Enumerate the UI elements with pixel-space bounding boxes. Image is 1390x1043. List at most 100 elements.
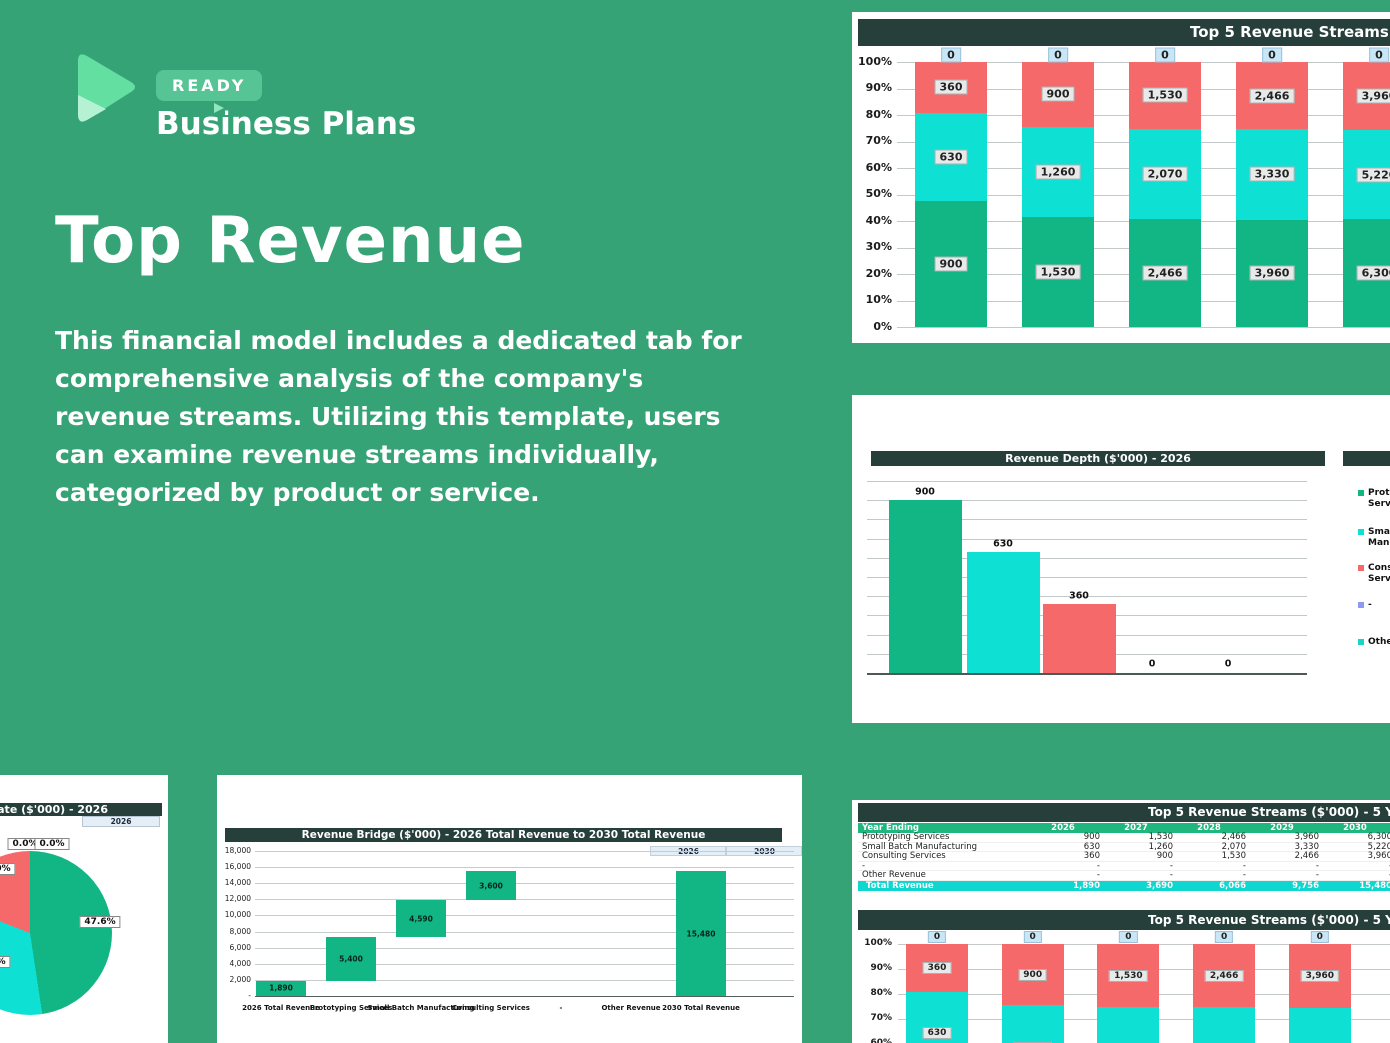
table-cell: 9,756: [1292, 880, 1319, 891]
legend-label: Consulting Services: [1368, 563, 1390, 584]
bar-value-label: 0: [1148, 658, 1156, 670]
y-axis-tick-label: 70%: [865, 134, 892, 148]
table-cell: 2,466: [1221, 832, 1246, 842]
waterfall-bar: [256, 980, 306, 996]
y-axis-tick-label: 0%: [873, 319, 892, 333]
waterfall-value-label: 15,480: [686, 929, 716, 939]
y-axis-tick-label: 12,000: [224, 894, 251, 904]
page-title: Top Revenue: [55, 204, 526, 278]
gridline: [867, 538, 1307, 540]
brand-play-icon: [78, 54, 135, 122]
table-cell: 1,890: [1073, 880, 1100, 891]
segment-value-label: 900: [1018, 968, 1048, 981]
y-axis-tick-label: 90%: [870, 963, 892, 974]
gridline: [255, 851, 794, 852]
gridline: [867, 557, 1307, 559]
top-zero-label: 0: [1155, 47, 1175, 63]
legend-label: Small Batch Manufacturing: [1368, 527, 1390, 548]
card-revenue-bridge: Revenue Bridge ($'000) - 2026 Total Reve…: [217, 775, 802, 1043]
y-axis-tick-label: 100%: [858, 54, 892, 68]
y-axis-tick-label: 8,000: [229, 926, 251, 936]
table-cell: -: [1096, 870, 1100, 880]
gridline: [255, 883, 794, 885]
y-axis-tick-label: 70%: [870, 1013, 892, 1024]
segment-value-label: 3,330: [1249, 166, 1295, 182]
table-cell: -: [1242, 860, 1246, 871]
y-axis-tick-label: 10%: [865, 293, 892, 307]
chart-title: Top 5 Revenue Streams ($'000) - 5 Years: [1148, 913, 1390, 927]
table-cell: Consulting Services: [862, 851, 946, 861]
waterfall-value-label: 4,590: [409, 914, 433, 924]
waterfall-bar: [466, 871, 516, 901]
y-axis-tick-label: 30%: [865, 240, 892, 254]
table-cell: Small Batch Manufacturing: [862, 841, 977, 852]
brand-name-text: Business Plans: [156, 106, 417, 142]
segment-value-label: 630: [922, 1027, 952, 1040]
gridline: [255, 899, 794, 901]
chart-title-bar: Run-Rate ($'000) - 2026: [0, 803, 162, 816]
legend-item: Small Batch Manufacturing: [1358, 527, 1390, 557]
top-zero-label: 0: [1023, 931, 1042, 943]
brand-logo: READY Business Plans: [72, 48, 416, 142]
y-axis-tick-label: 80%: [865, 107, 892, 121]
table-cell: 5,220: [1367, 841, 1390, 852]
table-cell: 6,300: [1367, 832, 1390, 842]
brand-text-block: READY Business Plans: [156, 48, 416, 142]
x-axis-category-label: Consulting Services: [452, 1004, 530, 1012]
segment-value-label: 2,466: [1142, 265, 1188, 281]
legend-item: Consulting Services: [1358, 563, 1390, 593]
gridline: [255, 915, 794, 917]
table-cell: 2,070: [1221, 841, 1246, 852]
table-header-cell: Year Ending: [862, 823, 920, 833]
chart-title: Revenue Bridge ($'000) - 2026 Total Reve…: [301, 829, 706, 841]
table-cell: 2,466: [1294, 851, 1319, 861]
table-cell: 1,530: [1148, 832, 1173, 842]
table-cell: -: [1315, 870, 1319, 880]
table-total-row: Total Revenue 1,890 3,690 6,066 9,756 15,480: [858, 880, 1390, 891]
pie-slice-label: 19.0%: [0, 863, 16, 875]
table-cell: Prototyping Services: [862, 832, 950, 842]
segment-value-label: 3,960: [1249, 265, 1295, 281]
y-axis-tick-label: 20%: [865, 266, 892, 280]
table-row: Small Batch Manufacturing 630 1,260 2,070 3,…: [858, 841, 1390, 852]
stacked-bar-segment: [1097, 1007, 1160, 1043]
stacked-bar-segment: [1001, 1005, 1064, 1043]
table-cell: 360: [1083, 851, 1100, 861]
table-cell: 3,330: [1294, 841, 1319, 852]
segment-value-label: 360: [934, 79, 968, 95]
y-axis-tick-label: 10,000: [224, 910, 251, 920]
top-zero-label: 0: [1119, 931, 1138, 943]
top-zero-label: 0: [1369, 47, 1389, 63]
segment-value-label: 1,530: [1035, 264, 1081, 280]
table-header-cell: 2030: [1343, 823, 1367, 833]
x-axis-category-label: Prototyping Services: [309, 1004, 393, 1012]
table-cell: 6,066: [1219, 880, 1246, 891]
chart-header-cell: [1343, 451, 1390, 466]
segment-value-label: 2,466: [1204, 969, 1244, 982]
table-cell: -: [1332, 861, 1390, 872]
y-axis-tick-label: 60%: [852, 1038, 892, 1043]
segment-value-label: 1,530: [1142, 87, 1188, 103]
pie-slice-label: 33.3%: [0, 956, 11, 968]
gridline: [255, 947, 794, 949]
table-cell: 3,960: [1367, 851, 1390, 861]
x-axis-category-label: Small Batch Manufacturing: [367, 1004, 475, 1012]
gridline: [867, 673, 1307, 675]
legend-label: Prototyping Services: [1368, 488, 1390, 509]
waterfall-value-label: 5,400: [339, 954, 363, 964]
stacked-bar-segment: [1288, 1008, 1351, 1043]
table-cell: 1,530: [1221, 851, 1246, 861]
segment-value-label: 6,300: [1356, 265, 1390, 281]
table-cell: 630: [1083, 841, 1100, 852]
bar: [888, 500, 962, 673]
table-cell: -: [1315, 860, 1319, 871]
year-selector-cell: 2026: [82, 816, 160, 827]
y-axis-tick-label: 16,000: [224, 862, 251, 872]
y-axis-tick-label: 4,000: [229, 958, 251, 968]
gridline: [255, 963, 794, 965]
gridline: [255, 979, 794, 981]
legend-swatch: [1358, 602, 1364, 608]
table-cell: -: [862, 860, 866, 871]
gridline: [867, 519, 1307, 521]
